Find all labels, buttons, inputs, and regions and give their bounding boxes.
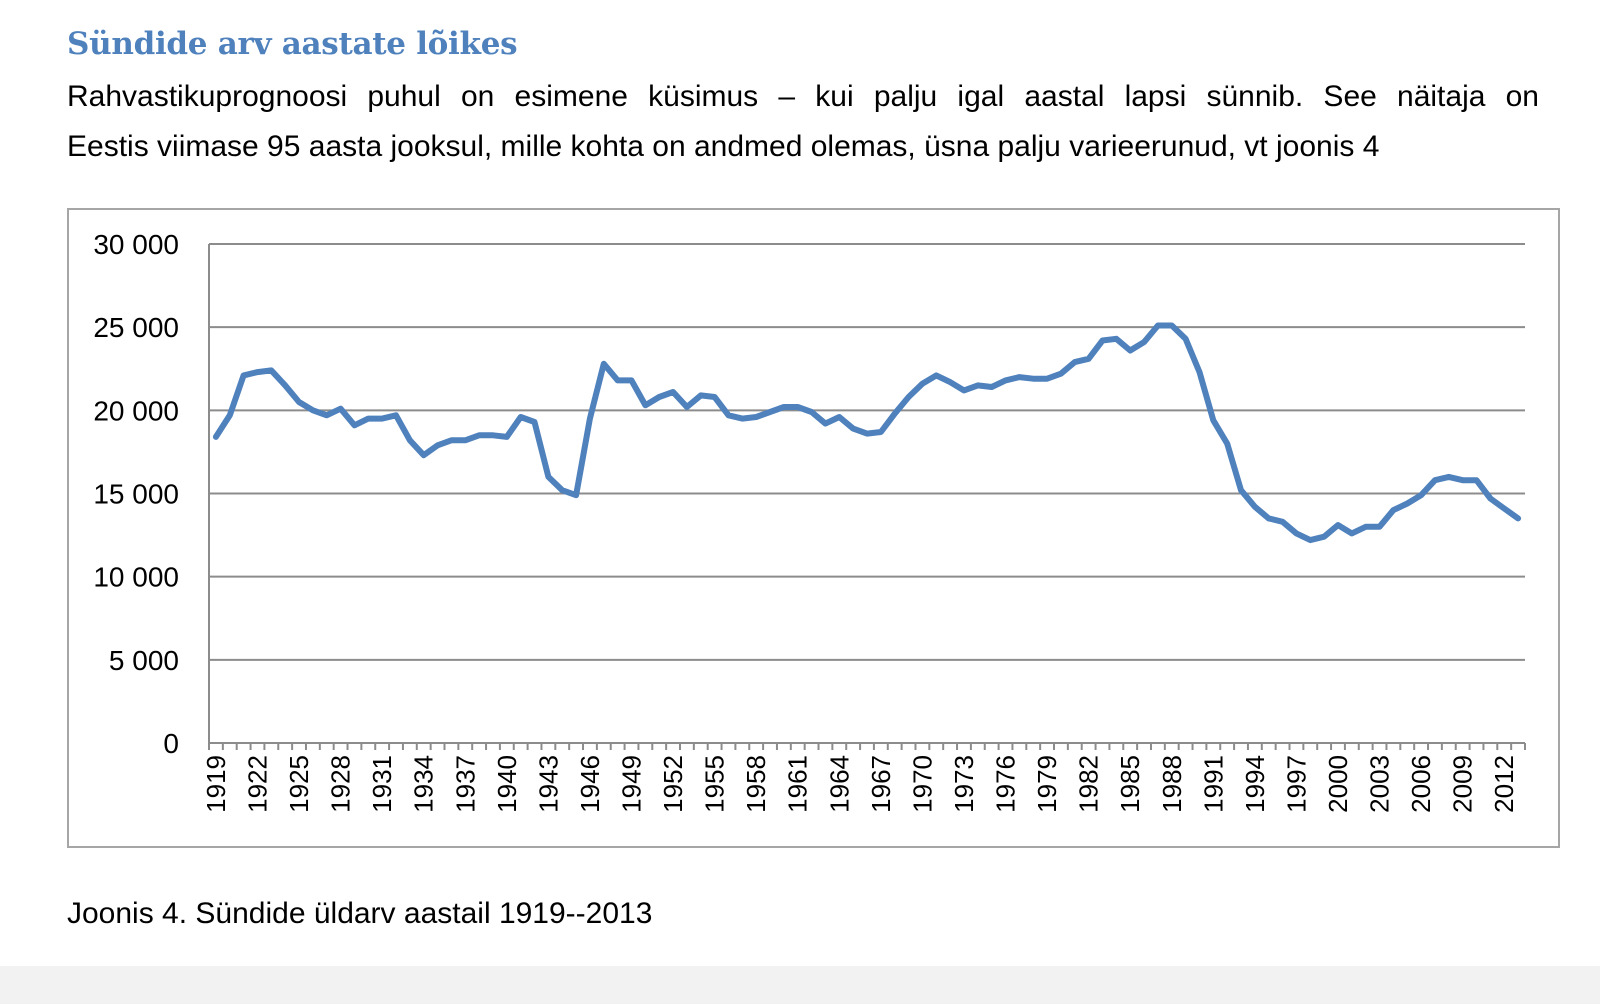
y-tick-label: 5 000	[109, 645, 179, 676]
x-tick-label: 1946	[575, 755, 605, 813]
series-layer	[212, 322, 1522, 544]
x-tick-label: 1994	[1240, 755, 1270, 813]
x-tick-label: 1973	[949, 755, 979, 813]
x-tick-label: 1991	[1198, 755, 1228, 813]
x-tick-label: 1943	[533, 755, 563, 813]
x-tick-label: 1982	[1074, 755, 1104, 813]
x-tick-label: 1979	[1032, 755, 1062, 813]
y-tick-label: 25 000	[93, 312, 179, 343]
paragraph-line-1: Rahvastikuprognoosi puhul on esimene küs…	[67, 80, 1539, 113]
y-tick-label: 15 000	[93, 479, 179, 510]
y-tick-label: 20 000	[93, 395, 179, 426]
x-tick-label: 1967	[866, 755, 896, 813]
births-line-chart: 0 5 000 10 000 15 000 20 000 25 000 30 000 191…	[93, 229, 1526, 813]
y-tick-label: 10 000	[93, 562, 179, 593]
x-tick-label: 2012	[1489, 755, 1519, 813]
x-tick-label: 1949	[617, 755, 647, 813]
x-tick-label: 1931	[367, 755, 397, 813]
births-series-line	[212, 322, 1522, 544]
x-tick-label: 1940	[492, 755, 522, 813]
section-heading: Sündide arv aastate lõikes	[67, 26, 518, 62]
x-tick-label: 1919	[201, 755, 231, 813]
x-tick-label: 1970	[907, 755, 937, 813]
x-tick-label: 2009	[1448, 755, 1478, 813]
x-tick-label: 1961	[783, 755, 813, 813]
x-tick-label: 1922	[242, 755, 272, 813]
x-tick-label: 1952	[658, 755, 688, 813]
figure-caption: Joonis 4. Sündide üldarv aastail 1919--2…	[67, 897, 653, 930]
x-tick-label: 2000	[1323, 755, 1353, 813]
x-tick-label: 1955	[700, 755, 730, 813]
page-bottom-band	[0, 966, 1600, 1004]
x-tick-label: 1964	[824, 755, 854, 813]
paragraph-line-2: Eestis viimase 95 aasta jooksul, mille k…	[67, 130, 1380, 163]
gridlines	[209, 243, 1525, 661]
chart-frame: 0 5 000 10 000 15 000 20 000 25 000 30 000 191…	[67, 208, 1560, 848]
x-tick-label: 2003	[1365, 755, 1395, 813]
x-axis-tick-labels: 1919 1922 1925 1928 1931 1934 1937 1940 1943 1946…	[201, 755, 1519, 813]
x-tick-label: 1976	[991, 755, 1021, 813]
x-tick-label: 1988	[1157, 755, 1187, 813]
y-tick-label: 30 000	[93, 229, 179, 260]
x-tick-label: 1958	[741, 755, 771, 813]
x-tick-label: 1997	[1281, 755, 1311, 813]
y-tick-label: 0	[163, 728, 179, 759]
x-tick-label: 1937	[450, 755, 480, 813]
y-axis-tick-labels: 0 5 000 10 000 15 000 20 000 25 000 30 000	[93, 229, 179, 759]
x-tick-label: 1928	[326, 755, 356, 813]
x-tick-label: 2006	[1406, 755, 1436, 813]
x-tick-label: 1925	[284, 755, 314, 813]
x-tick-label: 1985	[1115, 755, 1145, 813]
x-tick-label: 1934	[409, 755, 439, 813]
axes	[208, 244, 1526, 750]
